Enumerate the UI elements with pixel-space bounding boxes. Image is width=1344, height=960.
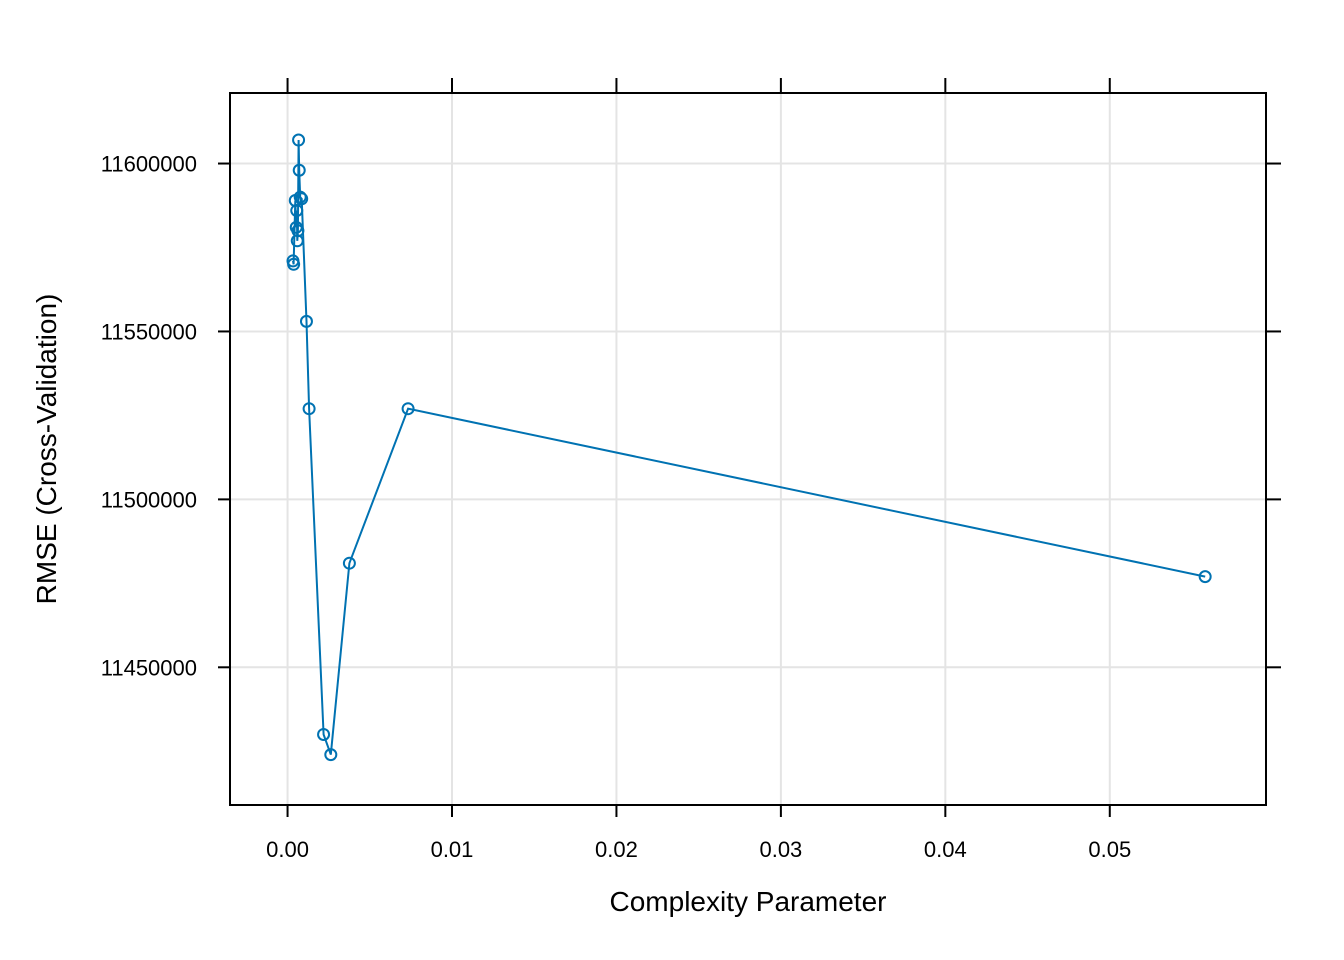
x-axis-label: Complexity Parameter xyxy=(610,886,887,917)
x-tick-label: 0.04 xyxy=(924,837,967,862)
grid-layer xyxy=(230,93,1266,805)
data-point xyxy=(295,192,309,206)
data-point xyxy=(287,257,301,271)
series-line xyxy=(292,139,1206,755)
y-tick-label: 11600000 xyxy=(101,152,197,177)
x-tick-label: 0.05 xyxy=(1088,837,1131,862)
y-axis-label: RMSE (Cross-Validation) xyxy=(31,294,62,605)
y-tick-label: 11550000 xyxy=(101,319,197,344)
data-point xyxy=(292,163,306,177)
y-tick-label: 11500000 xyxy=(101,487,197,512)
data-point xyxy=(342,556,356,570)
x-tick-label: 0.03 xyxy=(759,837,802,862)
tick-layer: 0.00 0.01 0.02 0.03 0.04 0.05 11450000 11500000… xyxy=(101,78,1281,862)
data-point xyxy=(293,190,307,204)
y-tick-label: 11450000 xyxy=(101,655,197,680)
data-point xyxy=(299,314,313,328)
data-point xyxy=(290,204,304,218)
data-point xyxy=(401,402,415,416)
data-point xyxy=(291,224,305,238)
data-point xyxy=(317,727,331,741)
data-point xyxy=(302,402,316,416)
plot-frame xyxy=(229,92,1267,806)
series-layer xyxy=(286,133,1212,762)
x-tick-label: 0.01 xyxy=(431,837,474,862)
x-tick-label: 0.00 xyxy=(266,837,309,862)
data-point xyxy=(292,133,306,147)
data-point xyxy=(324,748,338,762)
data-point xyxy=(1198,570,1212,584)
x-tick-label: 0.02 xyxy=(595,837,638,862)
